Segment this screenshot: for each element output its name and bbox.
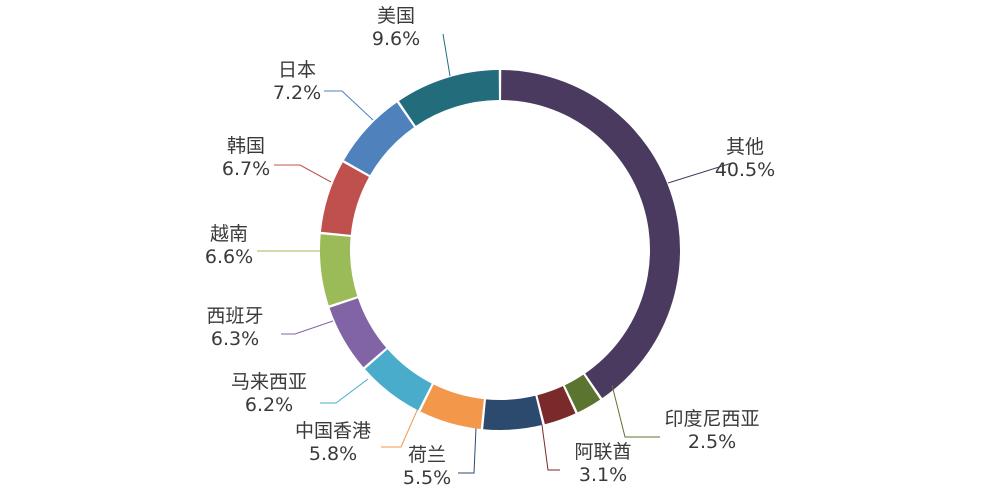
- donut-slice-8: [320, 162, 369, 235]
- slice-4-value-label: 5.8%: [309, 443, 357, 465]
- slice-6-value-label: 6.3%: [211, 328, 259, 350]
- slice-1-value-label: 2.5%: [688, 431, 736, 453]
- slice-8-label: 韩国: [227, 135, 265, 157]
- donut-slice-5: [365, 349, 432, 411]
- slice-5-label: 马来西亚: [231, 371, 307, 393]
- donut-slice-10: [398, 70, 499, 126]
- slice-9-value-label: 7.2%: [273, 82, 321, 104]
- slice-10-value-label: 9.6%: [372, 28, 420, 50]
- slice-7-value-label: 6.6%: [205, 246, 253, 268]
- slice-3-label: 荷兰: [408, 444, 446, 466]
- slice-4-label: 中国香港: [295, 420, 371, 442]
- slice-2-value-label: 3.1%: [579, 464, 627, 486]
- slice-7-label: 越南: [210, 223, 248, 245]
- donut-slice-0: [501, 70, 680, 399]
- slice-1-leader-line: [611, 384, 660, 438]
- donut-slice-4: [420, 384, 484, 429]
- donut-slice-1: [564, 374, 601, 413]
- donut-slice-9: [343, 102, 415, 176]
- donut-slice-3: [483, 395, 543, 430]
- slice-10-leader-line: [442, 33, 451, 77]
- slice-3-leader-line: [458, 427, 477, 474]
- slice-3-value-label: 5.5%: [403, 467, 451, 489]
- slice-2-label: 阿联酋: [574, 441, 631, 463]
- slice-8-value-label: 6.7%: [222, 158, 270, 180]
- donut-slice-7: [319, 234, 358, 306]
- donut-slice-6: [329, 298, 387, 368]
- slice-9-label: 日本: [278, 59, 316, 81]
- donut-slice-2: [537, 386, 576, 425]
- slice-9-leader-line: [324, 90, 374, 121]
- slice-5-value-label: 6.2%: [245, 394, 293, 416]
- slice-6-label: 西班牙: [206, 305, 263, 327]
- slice-0-value-label: 40.5%: [715, 159, 775, 181]
- slice-0-label: 其他: [726, 136, 764, 158]
- slice-8-leader-line: [274, 164, 332, 183]
- slice-6-leader-line: [281, 320, 334, 335]
- slice-0-leader-line: [667, 162, 733, 184]
- slice-4-leader-line: [381, 405, 420, 448]
- slice-1-label: 印度尼西亚: [664, 408, 759, 430]
- slice-5-leader-line: [320, 378, 369, 404]
- slice-10-label: 美国: [377, 5, 415, 27]
- slice-2-leader-line: [541, 424, 560, 471]
